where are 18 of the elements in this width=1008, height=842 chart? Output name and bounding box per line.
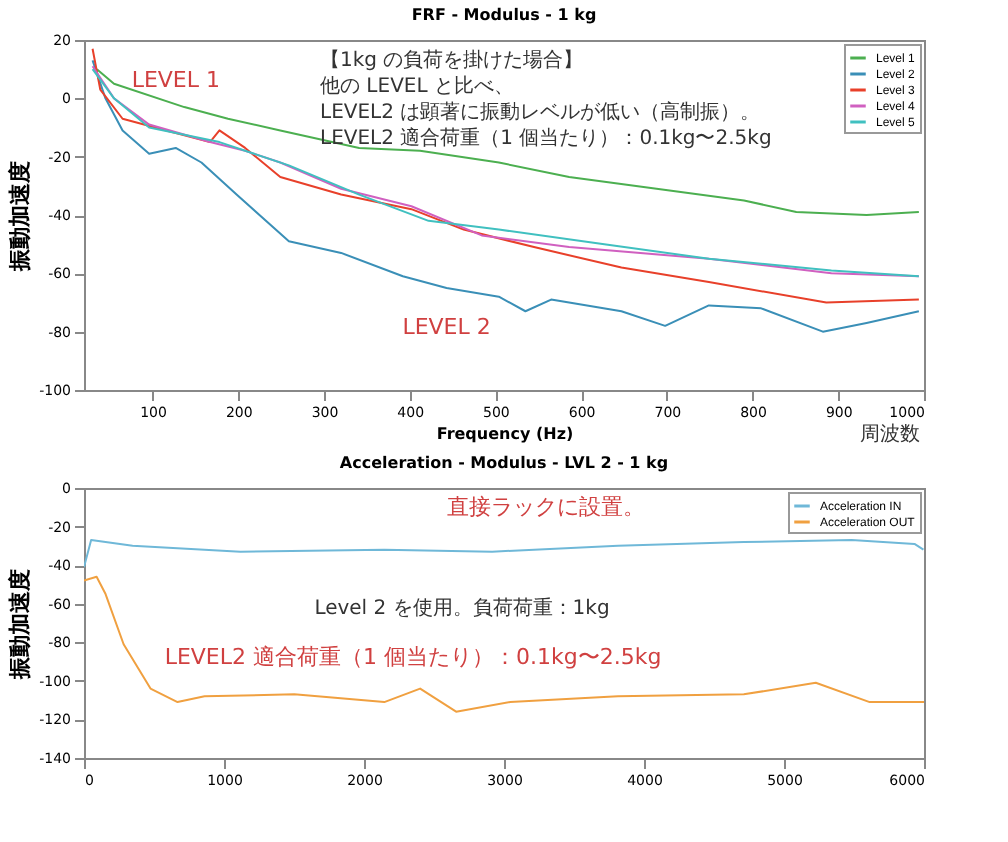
- chart-title: Acceleration - Modulus - LVL 2 - 1 kg: [339, 454, 669, 472]
- annotation: LEVEL2 は顕著に振動レベルが低い（高制振）。: [320, 100, 761, 124]
- text: 周波数: [860, 422, 920, 446]
- annotation: Level 2 を使用。負荷荷重：1kg: [314, 596, 610, 620]
- line-series: [95, 68, 920, 216]
- x-axis-title: Frequency (Hz): [436, 425, 574, 443]
- annotation: LEVEL2 適合荷重（1 個当たり）：0.1kg〜2.5kg: [320, 126, 772, 150]
- y-axis-title: 振動加速度: [7, 569, 34, 681]
- chart-title: FRF - Modulus - 1 kg: [411, 6, 597, 24]
- line-series: [84, 575, 924, 713]
- annotation: LEVEL 1: [131, 66, 220, 93]
- annotation: 直接ラックに設置。: [447, 493, 645, 520]
- annotation: 他の LEVEL と比べ、: [320, 74, 514, 98]
- annotation: LEVEL2 適合荷重（1 個当たり）：0.1kg〜2.5kg: [164, 644, 662, 671]
- annotation: 【1kg の負荷を掛けた場合】: [320, 48, 584, 72]
- annotation: LEVEL 2: [402, 313, 491, 340]
- y-axis-title: 振動加速度: [7, 161, 34, 273]
- line-series: [84, 539, 924, 569]
